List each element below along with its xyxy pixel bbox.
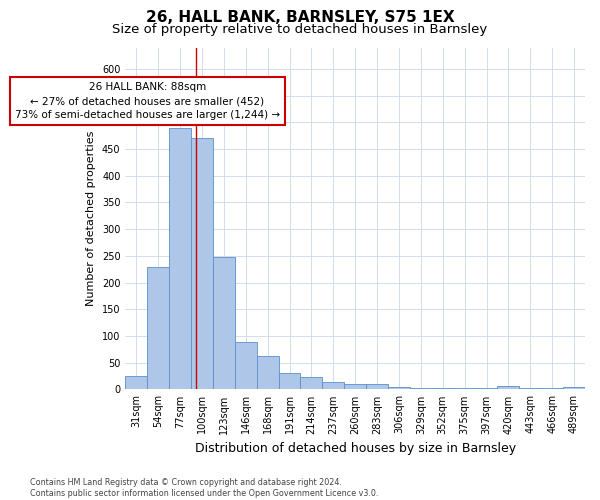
Bar <box>148 266 169 390</box>
Bar <box>410 388 432 390</box>
Bar <box>213 257 235 390</box>
Bar <box>169 128 191 390</box>
Bar <box>454 388 476 390</box>
Text: 26 HALL BANK: 88sqm
← 27% of detached houses are smaller (452)
73% of semi-detac: 26 HALL BANK: 88sqm ← 27% of detached ho… <box>15 82 280 120</box>
Bar <box>191 138 213 390</box>
X-axis label: Distribution of detached houses by size in Barnsley: Distribution of detached houses by size … <box>194 442 516 455</box>
Bar <box>520 388 541 390</box>
Bar <box>541 388 563 390</box>
Bar <box>388 387 410 390</box>
Text: 26, HALL BANK, BARNSLEY, S75 1EX: 26, HALL BANK, BARNSLEY, S75 1EX <box>146 10 454 25</box>
Text: Contains HM Land Registry data © Crown copyright and database right 2024.
Contai: Contains HM Land Registry data © Crown c… <box>30 478 379 498</box>
Bar <box>322 382 344 390</box>
Bar <box>257 356 278 390</box>
Bar <box>476 388 497 390</box>
Bar <box>278 374 301 390</box>
Text: Size of property relative to detached houses in Barnsley: Size of property relative to detached ho… <box>112 22 488 36</box>
Bar <box>344 384 366 390</box>
Bar <box>366 384 388 390</box>
Y-axis label: Number of detached properties: Number of detached properties <box>86 131 97 306</box>
Bar <box>432 388 454 390</box>
Bar <box>125 376 148 390</box>
Bar <box>301 377 322 390</box>
Bar <box>497 386 520 390</box>
Bar <box>235 342 257 390</box>
Bar <box>563 387 585 390</box>
